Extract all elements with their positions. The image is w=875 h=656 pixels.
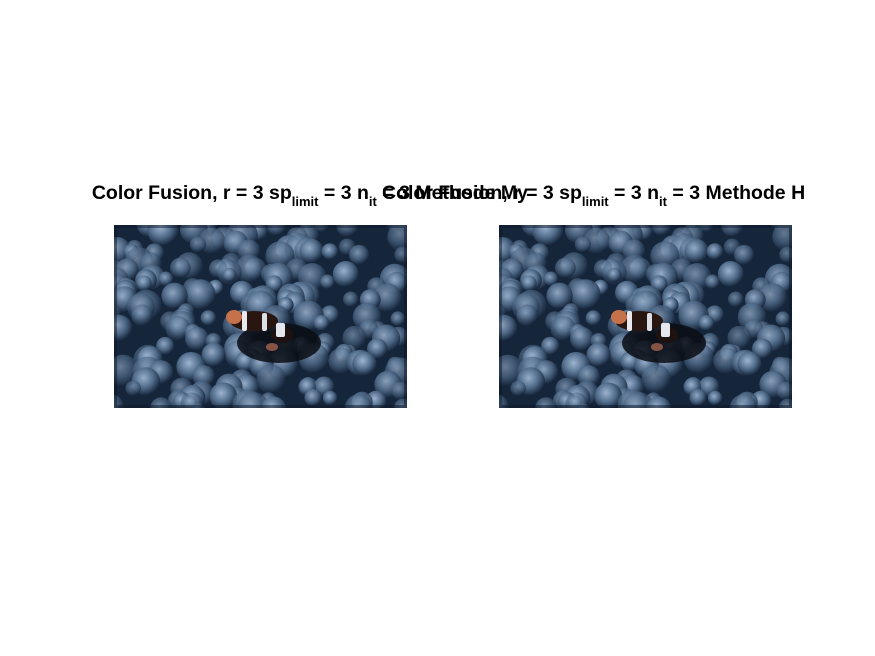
- clownfish-anemone-image: [499, 225, 792, 408]
- title-suffix: = 3 Methode H: [667, 182, 806, 204]
- title-prefix: Color Fusion, r = 3 sp: [382, 182, 582, 204]
- panel-title-left: Color Fusion, r = 3 splimit = 3 nit = 3 …: [91, 182, 528, 208]
- title-subscript-limit: limit: [291, 194, 319, 209]
- image-panel-right: [499, 225, 792, 408]
- panel-title-right: Color Fusion, r = 3 splimit = 3 nit = 3 …: [382, 182, 806, 208]
- clownfish-anemone-image: [114, 225, 407, 408]
- title-mid: = 3 n: [608, 182, 660, 204]
- title-subscript-it: it: [368, 194, 377, 209]
- title-subscript-it: it: [659, 194, 667, 209]
- title-suffix: = 3 Methode My: [376, 182, 528, 204]
- clownfish-icon: [611, 310, 678, 351]
- image-panel-left: [114, 225, 407, 408]
- title-prefix: Color Fusion, r = 3 sp: [91, 182, 292, 204]
- title-subscript-limit: limit: [581, 194, 609, 209]
- title-mid: = 3 n: [318, 182, 369, 204]
- clownfish-icon: [226, 310, 293, 351]
